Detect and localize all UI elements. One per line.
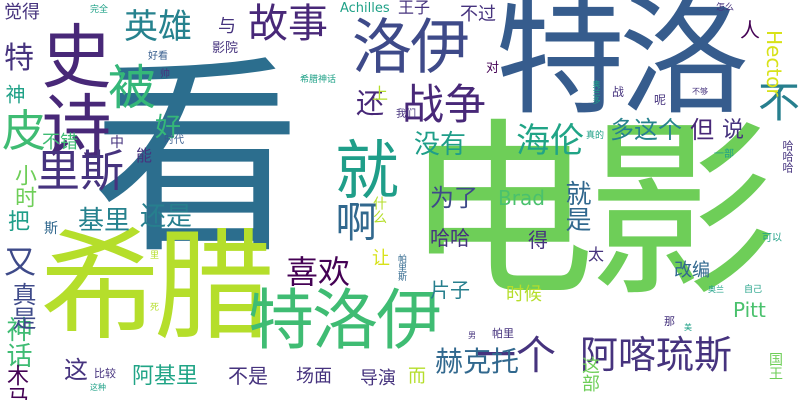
- word-ajili: 阿基里: [132, 364, 199, 389]
- word-bugou: 不够: [692, 87, 708, 96]
- word-you: 又: [4, 243, 37, 281]
- word-li: 里: [150, 251, 160, 261]
- word-haoma: 还: [356, 87, 385, 120]
- word-keyi: 可以: [762, 233, 782, 244]
- word-tai: 太: [588, 245, 605, 264]
- word-zhong: 中: [110, 135, 124, 151]
- word-haike: 赫克托: [435, 345, 520, 378]
- word-jili: 基里: [78, 206, 131, 236]
- word-shenhua: 神话: [2, 316, 32, 368]
- word-akalisi: 阿喀琉斯: [580, 333, 733, 377]
- word-guowang: 国王: [767, 352, 783, 380]
- word-xihuan: 喜欢: [286, 253, 351, 291]
- word-na: 那: [664, 315, 675, 328]
- word-te: 特: [4, 41, 34, 76]
- word-lisi: 里斯: [36, 146, 124, 197]
- word-yu: 与: [218, 16, 236, 37]
- word-bushi: 不是: [228, 364, 268, 388]
- word-yige: 一个: [476, 333, 556, 379]
- word-pitt: Pitt: [733, 298, 766, 322]
- word-achilles: Achilles: [340, 1, 390, 16]
- word-jiu: 就: [335, 135, 399, 209]
- word-shuo: 说: [722, 118, 745, 143]
- word-changmian: 场面: [296, 366, 332, 387]
- word-women: 我们: [396, 109, 416, 120]
- word-bu: 不: [758, 78, 800, 127]
- word-nan: 男: [468, 331, 476, 340]
- word-shangyi: 上: [372, 84, 389, 103]
- word-aolan: 奥兰: [708, 285, 724, 294]
- word-aoke: 奥兰多: [592, 80, 601, 104]
- word-hailun: 海伦: [516, 121, 584, 161]
- word-ziji: 自己: [744, 285, 763, 295]
- word-pali: 帕里: [492, 327, 514, 340]
- word-zhebu: 这部: [579, 356, 600, 392]
- word-dianying: 电影: [405, 102, 777, 323]
- word-zhen: 真是: [8, 282, 36, 330]
- word-luoyi: 洛伊: [352, 13, 470, 83]
- word-si: 斯: [44, 221, 58, 237]
- word-xilashenhua: 希腊神话: [300, 75, 337, 85]
- word-gushi: 故事: [248, 1, 328, 47]
- word-ba: 把: [8, 210, 31, 235]
- word-shidai: 时代: [164, 135, 184, 146]
- word-a: 啊: [329, 200, 378, 242]
- word-pi: 皮: [2, 106, 46, 157]
- word-brad: Brad: [498, 186, 545, 210]
- word-buguo: 不过: [460, 4, 496, 25]
- word-ren: 人: [740, 18, 760, 42]
- word-yibu: 史诗: [30, 20, 112, 160]
- word-zhe: 这: [64, 356, 88, 384]
- word-zenme: 怎么: [716, 3, 735, 13]
- word-shi: 什么: [371, 196, 387, 224]
- word-zhezhong: 这种: [90, 383, 106, 392]
- word-shen: 神: [2, 84, 26, 104]
- word-si2: 死: [150, 303, 160, 313]
- word-bijiao: 比较: [94, 367, 116, 380]
- word-rang: 让: [369, 248, 390, 266]
- word-ne: 呢: [654, 93, 667, 107]
- word-haha: 哈哈: [430, 226, 470, 250]
- word-hector: Hector: [762, 30, 786, 97]
- word-palisi: 帕里斯: [396, 254, 406, 281]
- word-kan: 看: [92, 37, 302, 282]
- word-de: 得: [528, 228, 548, 252]
- word-bucuo: 不错: [42, 132, 78, 153]
- word-shihou: 时候: [506, 284, 542, 305]
- word-xiaoshi: 小时: [11, 164, 36, 208]
- word-weile: 为了: [430, 184, 478, 212]
- word-xila: 希腊: [40, 218, 274, 357]
- word-mei: 美: [684, 323, 692, 332]
- word-er: 而: [408, 366, 426, 387]
- word-jiuyou: 就是: [561, 180, 591, 232]
- word-zhende: 真的: [586, 131, 605, 141]
- word-pianzi: 片子: [430, 278, 470, 302]
- word-teluoyi-big: 特洛伊: [248, 282, 442, 359]
- word-gaibian: 改编: [674, 260, 710, 281]
- word-haokan: 好看: [148, 51, 168, 62]
- word-juede: 觉得: [4, 2, 40, 23]
- word-yibu2: 一部: [714, 149, 734, 160]
- word-yingyuan: 影院: [212, 41, 239, 56]
- word-bei: 被: [108, 60, 157, 116]
- word-mama: 木马: [3, 364, 28, 400]
- word-wangzi: 王子: [398, 0, 431, 17]
- word-shuai: 帅: [160, 69, 170, 80]
- word-teluo: 特洛: [495, 0, 749, 133]
- word-nen: 能: [136, 146, 153, 165]
- word-meiyou: 没有: [414, 130, 467, 160]
- word-haihao: 还是: [140, 202, 193, 232]
- word-duozhege: 多这个: [610, 116, 682, 144]
- word-wanquan: 完全: [90, 5, 109, 15]
- word-zhanzheng: 战争: [402, 80, 487, 129]
- word-yingxiong: 英雄: [124, 7, 192, 47]
- word-hahaha: 哈哈哈: [781, 140, 794, 173]
- word-hao: 好: [155, 113, 182, 143]
- word-daoyan: 导演: [360, 368, 396, 389]
- word-dui: 对: [486, 61, 500, 76]
- word-zhan: 战: [612, 85, 625, 99]
- word-dan: 但: [690, 116, 714, 144]
